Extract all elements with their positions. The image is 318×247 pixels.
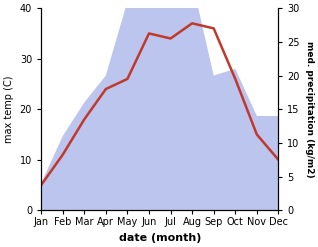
X-axis label: date (month): date (month) <box>119 233 201 243</box>
Y-axis label: max temp (C): max temp (C) <box>4 76 14 143</box>
Y-axis label: med. precipitation (kg/m2): med. precipitation (kg/m2) <box>305 41 314 178</box>
